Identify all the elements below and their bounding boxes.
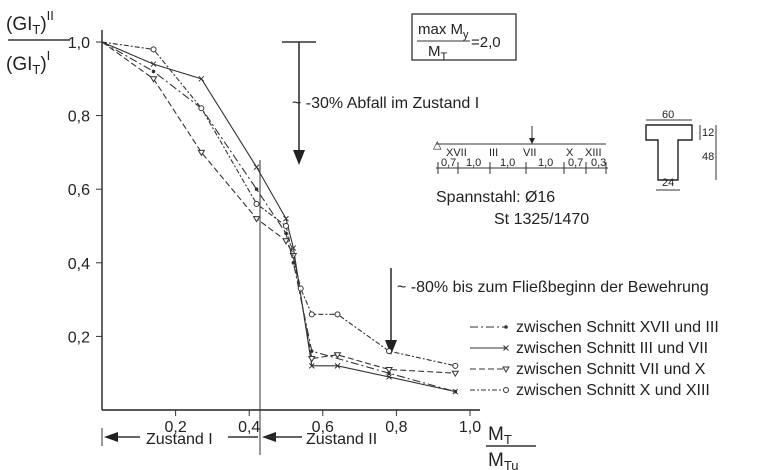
svg-text:1,0: 1,0 bbox=[538, 157, 553, 169]
svg-text:XVII: XVII bbox=[446, 147, 467, 159]
svg-text:48: 48 bbox=[702, 151, 714, 163]
svg-text:0,7: 0,7 bbox=[568, 157, 583, 169]
svg-text:MT: MT bbox=[488, 424, 512, 447]
data-point bbox=[254, 187, 259, 191]
svg-text:=2,0: =2,0 bbox=[471, 34, 501, 51]
data-point bbox=[385, 367, 393, 374]
data-point bbox=[198, 75, 205, 82]
data-point bbox=[334, 362, 341, 369]
series-3 bbox=[101, 41, 460, 378]
svg-text:~ -80% bis zum Fließbeginn der: ~ -80% bis zum Fließbeginn der Bewehrung bbox=[397, 279, 709, 296]
legend-label: zwischen Schnitt VII und X bbox=[516, 361, 706, 378]
svg-text:1,0: 1,0 bbox=[466, 157, 481, 169]
t-cross-section: 60 12 48 24 bbox=[645, 109, 717, 191]
data-point bbox=[333, 352, 342, 359]
svg-text:Zustand II: Zustand II bbox=[306, 431, 377, 448]
x-tick-label: 0,8 bbox=[385, 419, 407, 436]
svg-text:24: 24 bbox=[662, 177, 674, 189]
data-point bbox=[452, 362, 459, 369]
svg-text:1,0: 1,0 bbox=[500, 157, 515, 169]
y-tick-label: 0,6 bbox=[68, 182, 90, 199]
data-point bbox=[308, 311, 315, 318]
legend-item: zwischen Schnitt VII und X bbox=[470, 361, 706, 378]
svg-text:Zustand I: Zustand I bbox=[146, 431, 213, 448]
data-point bbox=[197, 149, 206, 157]
annotation-drop-30: ~ -30% Abfall im Zustand I bbox=[282, 41, 479, 165]
data-point bbox=[502, 366, 510, 373]
data-point bbox=[386, 374, 392, 380]
data-point bbox=[252, 216, 261, 223]
data-point bbox=[452, 388, 459, 395]
legend-item: zwischen Schnitt XVII und III bbox=[470, 319, 719, 336]
svg-text:MTu: MTu bbox=[488, 450, 519, 470]
series-line bbox=[101, 41, 456, 367]
x-tick-label: 0,6 bbox=[312, 419, 334, 436]
svg-text:0,3: 0,3 bbox=[591, 157, 606, 169]
legend-item: zwischen Schnitt III und VII bbox=[470, 340, 708, 357]
x-axis-label: MT MTu bbox=[486, 424, 536, 470]
zustand-ii-arrow: Zustand II bbox=[262, 431, 377, 448]
series-line bbox=[101, 41, 456, 393]
data-point bbox=[283, 223, 289, 229]
steel-label-1: Spannstahl: Ø16 bbox=[436, 189, 555, 206]
steel-label-2: St 1325/1470 bbox=[494, 211, 589, 228]
svg-text:VII: VII bbox=[523, 147, 536, 159]
data-point bbox=[297, 285, 304, 292]
svg-text:MT: MT bbox=[428, 43, 448, 63]
svg-text:~ -30% Abfall im Zustand I: ~ -30% Abfall im Zustand I bbox=[292, 95, 479, 112]
zustand-i-arrow: Zustand I bbox=[101, 428, 258, 448]
data-point bbox=[284, 231, 288, 236]
data-point bbox=[150, 61, 157, 67]
x-tick-label: 1,0 bbox=[459, 419, 481, 436]
data-point bbox=[451, 370, 460, 378]
data-point bbox=[503, 345, 509, 351]
legend-label: zwischen Schnitt X und XIII bbox=[516, 382, 710, 399]
series-line bbox=[101, 41, 456, 374]
data-point bbox=[283, 215, 289, 222]
svg-text:(GIT)II: (GIT)II bbox=[6, 8, 54, 37]
y-axis-label: (GIT)II (GIT)I bbox=[6, 8, 70, 77]
svg-text:60: 60 bbox=[662, 109, 674, 121]
series-line bbox=[101, 41, 456, 393]
data-point bbox=[150, 46, 157, 53]
y-tick-label: 1,0 bbox=[68, 35, 90, 52]
ratio-box: max My MT =2,0 bbox=[411, 13, 517, 63]
svg-text:12: 12 bbox=[702, 127, 714, 139]
svg-text:max My: max My bbox=[418, 21, 469, 41]
data-point bbox=[308, 362, 315, 369]
x-tick-label: 0,4 bbox=[238, 419, 260, 436]
data-point bbox=[307, 355, 316, 363]
data-point bbox=[253, 200, 260, 207]
x-tick-label: 0,2 bbox=[164, 419, 186, 436]
svg-text:(GIT)I: (GIT)I bbox=[6, 48, 50, 77]
data-point bbox=[386, 348, 393, 355]
data-point bbox=[198, 105, 205, 112]
data-point bbox=[282, 238, 290, 245]
data-point bbox=[334, 311, 341, 318]
data-point bbox=[149, 76, 158, 83]
beam-diagram: △ XVII III VII X XIII 0,7 1,0 1,0 1,0 0,… bbox=[433, 126, 608, 174]
y-tick-label: 0,2 bbox=[68, 329, 90, 346]
legend-label: zwischen Schnitt XVII und III bbox=[516, 319, 719, 336]
legend-item: zwischen Schnitt X und XIII bbox=[470, 382, 710, 399]
data-point bbox=[151, 69, 156, 74]
series-4 bbox=[101, 41, 459, 369]
annotation-drop-80: ~ -80% bis zum Fließbeginn der Bewehrung bbox=[385, 268, 709, 355]
svg-text:X: X bbox=[566, 147, 574, 159]
legend-label: zwischen Schnitt III und VII bbox=[516, 340, 708, 357]
y-tick-label: 0,4 bbox=[68, 256, 90, 273]
svg-text:0,7: 0,7 bbox=[441, 157, 456, 169]
svg-text:XIII: XIII bbox=[585, 147, 602, 159]
svg-text:△: △ bbox=[433, 139, 442, 151]
y-tick-label: 0,8 bbox=[68, 109, 90, 126]
data-point bbox=[504, 325, 508, 329]
data-point bbox=[503, 387, 509, 393]
data-point bbox=[253, 164, 260, 170]
svg-text:III: III bbox=[489, 147, 498, 159]
